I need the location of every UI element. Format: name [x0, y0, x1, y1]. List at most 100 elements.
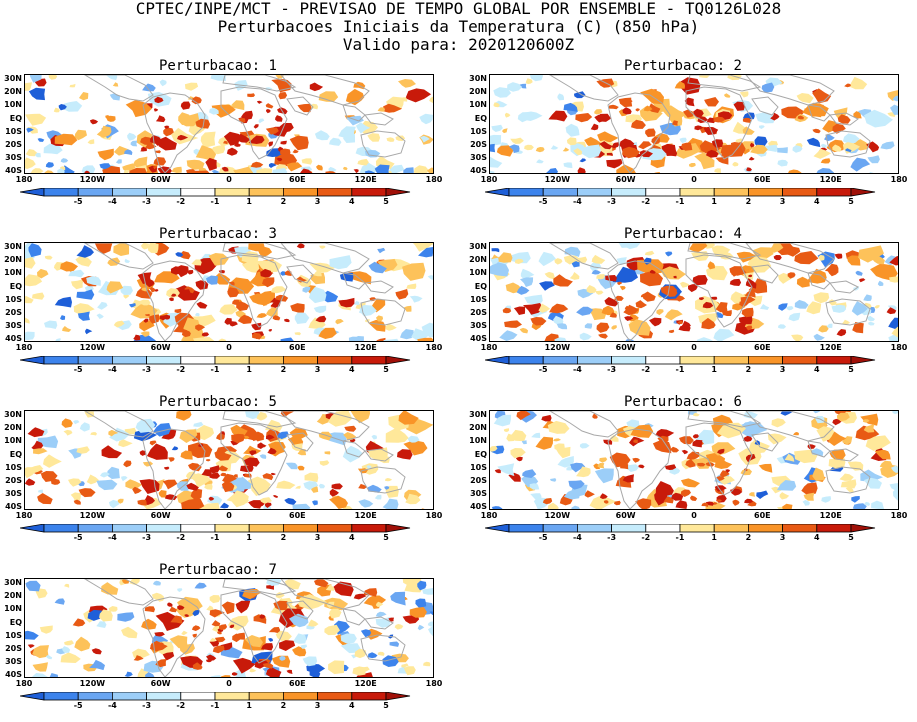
colorbar-segment: [146, 524, 182, 533]
colorbar-segment: [679, 188, 715, 197]
lat-label: EQ: [9, 281, 22, 291]
colorbar-min-arrow: [485, 524, 510, 533]
lat-label: 20S: [5, 644, 22, 653]
lat-label: 40S: [5, 334, 22, 344]
colorbar-label: -1: [675, 533, 685, 542]
map-panel: Perturbacao: 4 30N 20N 10N EQ 10S 20S 30S 40S 180…: [465, 226, 917, 376]
lon-label: 180: [480, 511, 498, 520]
perturbation-field: [25, 411, 433, 509]
colorbar-segment: [248, 524, 284, 533]
colorbar-label: -4: [107, 365, 117, 374]
lon-label: 60E: [754, 511, 771, 520]
colorbar-segment: [112, 188, 148, 197]
colorbar-segment: [577, 356, 613, 365]
colorbar-label: -3: [607, 197, 617, 206]
colorbar-segment: [713, 188, 749, 197]
colorbar: -5 -4 -3 -2 -1 1 2 3 4 5: [20, 692, 440, 712]
lon-label: 120W: [79, 343, 106, 352]
colorbar-min-arrow: [20, 356, 45, 365]
colorbar-segment: [180, 188, 216, 197]
lon-label: 120E: [354, 511, 377, 520]
colorbar-segment: [782, 356, 818, 365]
lon-label: 180: [15, 511, 33, 520]
lon-label: 60W: [150, 679, 171, 688]
colorbar-segment: [180, 524, 216, 533]
colorbar-min-arrow: [20, 524, 45, 533]
lat-label: 20S: [470, 308, 487, 317]
map-panel: Perturbacao: 3 30N 20N 10N EQ 10S 20S 30S 40S 180…: [0, 226, 460, 376]
lat-label: 30N: [4, 74, 22, 83]
colorbar-max-arrow: [850, 356, 876, 365]
lat-label: 10N: [4, 604, 22, 614]
map-panel: Perturbacao: 5 30N 20N 10N EQ 10S 20S 30S 40S 180…: [0, 394, 460, 544]
lat-label: 20S: [470, 140, 487, 149]
lon-label: 180: [425, 175, 443, 184]
map-panel: Perturbacao: 6 30N 20N 10N EQ 10S 20S 30S 40S 180…: [465, 394, 917, 544]
lat-label: 20S: [5, 140, 22, 149]
lon-label: 60E: [754, 343, 771, 352]
lon-label: 120E: [819, 343, 842, 352]
lat-label: 30S: [5, 489, 22, 499]
lat-label: 30N: [4, 242, 22, 251]
lon-label: 120E: [354, 679, 377, 688]
colorbar-segment: [317, 692, 353, 701]
colorbar-segment: [577, 188, 613, 197]
lon-label: 60E: [289, 679, 306, 688]
temperature-perturbation-map: [489, 74, 899, 174]
lat-label: 10N: [4, 436, 22, 446]
lat-label: 10S: [470, 126, 487, 136]
coastlines: [84, 75, 406, 173]
lat-label: 30S: [5, 321, 22, 331]
lat-label: 20N: [4, 255, 22, 265]
colorbar-segment: [645, 188, 681, 197]
colorbar-segment: [713, 524, 749, 533]
colorbar-label: 4: [814, 533, 820, 542]
colorbar-segment: [713, 356, 749, 365]
panel-title: Perturbacao: 6: [623, 394, 742, 410]
lat-label: 30S: [470, 153, 487, 163]
lat-label: 10S: [470, 294, 487, 304]
colorbar-min-arrow: [20, 188, 45, 197]
colorbar-label: 1: [246, 701, 252, 710]
lon-label: 120W: [544, 175, 571, 184]
colorbar-label: -1: [210, 533, 220, 542]
colorbar-label: -4: [107, 197, 117, 206]
colorbar-label: 3: [779, 365, 786, 374]
lon-label: 120W: [544, 343, 571, 352]
colorbar-label: 3: [314, 365, 321, 374]
colorbar-label: 3: [314, 197, 321, 206]
coastlines: [549, 75, 871, 173]
colorbar-label: 1: [711, 197, 717, 206]
lon-label: 0: [226, 343, 232, 352]
lon-label: 180: [425, 679, 443, 688]
colorbar-label: -2: [176, 365, 186, 374]
lat-label: 40S: [5, 166, 22, 176]
colorbar-label: -3: [142, 365, 152, 374]
lon-label: 120W: [79, 511, 106, 520]
colorbar-min-arrow: [485, 356, 510, 365]
lon-label: 180: [15, 343, 33, 352]
lon-label: 0: [226, 511, 232, 520]
colorbar: -5 -4 -3 -2 -1 1 2 3 4 5: [485, 188, 905, 208]
panel-title: Perturbacao: 2: [623, 58, 742, 74]
colorbar-label: -2: [176, 533, 186, 542]
colorbar-label: -5: [538, 365, 548, 374]
colorbar-segment: [77, 356, 113, 365]
lat-label: 20N: [469, 87, 487, 97]
colorbar-segment: [146, 356, 182, 365]
map-panel: Perturbacao: 2 30N 20N 10N EQ 10S 20S 30S 40S 180…: [465, 58, 917, 208]
coastlines: [549, 411, 871, 509]
colorbar-label: 2: [745, 533, 752, 542]
colorbar-label: 3: [314, 701, 321, 710]
lon-label: 180: [425, 511, 443, 520]
colorbar-segment: [747, 188, 783, 197]
colorbar-label: 1: [711, 365, 717, 374]
lat-label: 40S: [470, 166, 487, 176]
lon-label: 0: [226, 679, 232, 688]
lat-label: 10N: [469, 100, 487, 110]
colorbar-label: 3: [779, 533, 786, 542]
lon-label: 60W: [615, 511, 636, 520]
lon-label: 180: [890, 511, 908, 520]
lat-label: 30N: [469, 74, 487, 83]
colorbar-label: 4: [349, 533, 355, 542]
